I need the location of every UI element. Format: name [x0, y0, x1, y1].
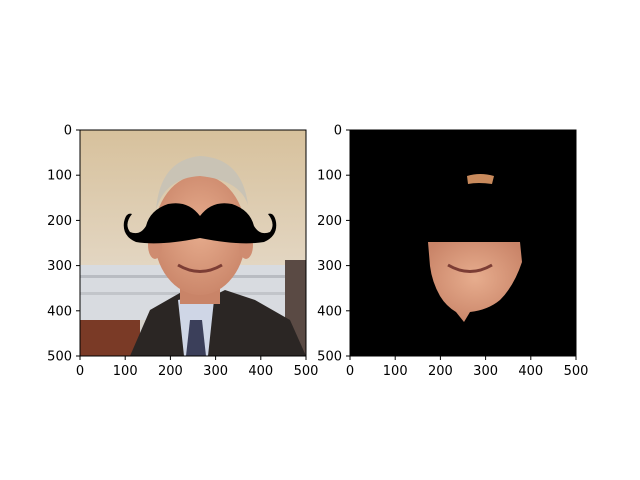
- right-image-panel-x-tick-label: 500: [564, 364, 589, 379]
- left-image-panel-x-tick-label: 0: [76, 364, 84, 379]
- right-image-panel: [349, 129, 577, 357]
- left-image-panel-y-tick-label: 400: [47, 304, 72, 319]
- right-image-panel-y-tick-label: 400: [317, 304, 342, 319]
- right-image-panel-x-tick-label: 300: [473, 364, 498, 379]
- left-image-panel-x-tick-label: 400: [248, 364, 273, 379]
- left-photo: [80, 130, 306, 356]
- left-image-panel-x-tick-label: 500: [294, 364, 319, 379]
- right-image-panel-y-tick-label: 200: [317, 214, 342, 229]
- left-axes-frame: [79, 129, 307, 357]
- right-image-panel-y-tick-label: 500: [317, 350, 342, 365]
- left-image-panel-y-tick-label: 500: [47, 350, 72, 365]
- left-image-panel: [79, 129, 307, 357]
- right-image-panel-x-tick-label: 100: [383, 364, 408, 379]
- right-image-panel-x-tick-label: 400: [518, 364, 543, 379]
- right-image-panel-x-tick-label: 200: [428, 364, 453, 379]
- right-image-panel-y-tick-label: 100: [317, 169, 342, 184]
- face-mask: [428, 174, 522, 322]
- left-image-panel-y-tick-label: 0: [64, 124, 72, 139]
- left-image-panel-x-tick-label: 100: [113, 364, 138, 379]
- left-image-panel-y-tick-label: 300: [47, 259, 72, 274]
- left-image-panel-y-tick-label: 200: [47, 214, 72, 229]
- left-image-panel-y-tick-label: 100: [47, 169, 72, 184]
- right-image-panel-y-tick-label: 300: [317, 259, 342, 274]
- right-axes-frame: [349, 129, 577, 357]
- left-image-panel-x-tick-label: 200: [158, 364, 183, 379]
- left-image-panel-x-tick-label: 300: [203, 364, 228, 379]
- right-image-panel-y-tick-label: 0: [334, 124, 342, 139]
- right-image-panel-x-tick-label: 0: [346, 364, 354, 379]
